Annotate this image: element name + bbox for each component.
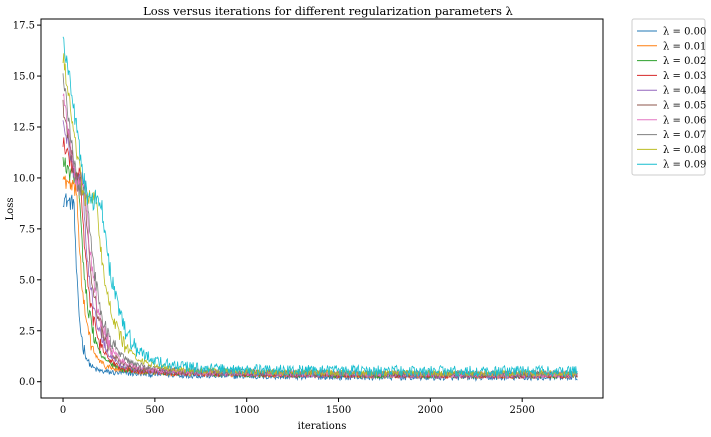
- x-tick-label: 1500: [326, 405, 351, 416]
- x-tick-label: 2000: [418, 405, 443, 416]
- x-tick-label: 2500: [509, 405, 534, 416]
- x-tick-label: 500: [145, 405, 164, 416]
- chart-title: Loss versus iterations for different reg…: [143, 4, 513, 18]
- series-line: [62, 73, 578, 378]
- legend-label: λ = 0.05: [663, 101, 706, 112]
- legend-label: λ = 0.00: [663, 27, 706, 38]
- series-line: [62, 137, 578, 380]
- series-line: [62, 193, 578, 382]
- series-line: [62, 36, 578, 378]
- x-tick-label: 0: [60, 405, 66, 416]
- plot-frame: [40, 18, 604, 399]
- y-tick-label: 5.0: [19, 275, 35, 286]
- x-axis: 0 500 1000 1500 2000 2500: [60, 398, 535, 416]
- legend-label: λ = 0.04: [663, 86, 706, 97]
- legend-label: λ = 0.01: [663, 41, 706, 52]
- x-axis-title: iterations: [298, 421, 347, 432]
- series-line: [62, 53, 578, 378]
- y-tick-label: 12.5: [13, 122, 35, 133]
- y-tick-label: 0.0: [19, 377, 35, 388]
- y-axis: 0.0 2.5 5.0 7.5 10.0 12.5 15.0 17.5: [13, 21, 41, 388]
- series-layer: [62, 36, 578, 382]
- x-tick-label: 1000: [234, 405, 259, 416]
- series-line: [62, 99, 578, 379]
- legend-label: λ = 0.02: [663, 56, 706, 67]
- series-line: [62, 93, 578, 379]
- series-line: [62, 120, 578, 380]
- legend-label: λ = 0.09: [663, 160, 706, 171]
- y-tick-label: 17.5: [13, 21, 35, 32]
- y-axis-title: Loss: [5, 198, 16, 221]
- series-line: [62, 157, 578, 380]
- legend-label: λ = 0.08: [663, 145, 706, 156]
- legend-frame: [631, 18, 706, 176]
- y-tick-label: 7.5: [19, 224, 35, 235]
- legend-label: λ = 0.07: [663, 130, 706, 141]
- legend-label: λ = 0.03: [663, 71, 706, 82]
- y-tick-label: 15.0: [13, 72, 35, 83]
- y-tick-label: 10.0: [13, 173, 35, 184]
- legend-label: λ = 0.06: [663, 115, 706, 126]
- y-tick-label: 2.5: [19, 326, 35, 337]
- legend: λ = 0.00 λ = 0.01 λ = 0.02 λ = 0.03 λ = 0.04…: [631, 18, 706, 176]
